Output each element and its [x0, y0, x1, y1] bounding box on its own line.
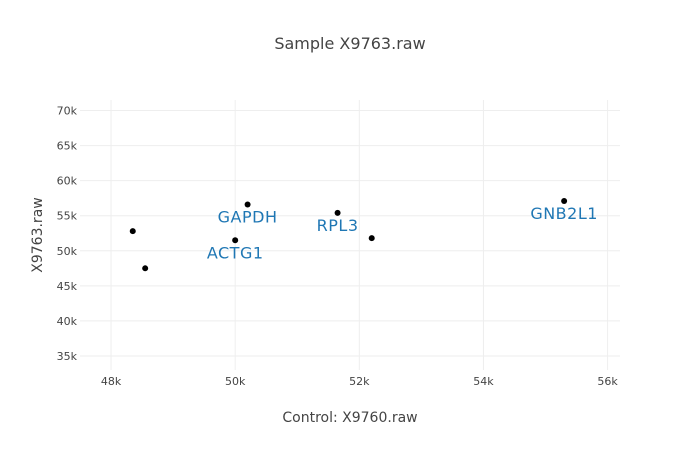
y-axis-ticks: 35k 40k 45k 50k 55k 60k 65k 70k: [57, 105, 78, 363]
point-label: RPL3: [317, 216, 359, 235]
x-axis-ticks: 48k 50k 52k 54k 56k: [101, 375, 619, 388]
grid-layer: [80, 100, 620, 370]
point-labels-layer: ACTG1 GAPDH RPL3 GNB2L1: [207, 204, 598, 262]
x-tick-label: 52k: [349, 375, 370, 388]
data-point[interactable]: [368, 235, 375, 242]
point-label: GNB2L1: [530, 204, 598, 223]
y-tick-label: 35k: [57, 350, 78, 363]
point-label: GAPDH: [218, 207, 278, 226]
y-tick-label: 70k: [57, 105, 78, 118]
data-point[interactable]: [334, 209, 341, 216]
point-label: ACTG1: [207, 243, 264, 262]
chart-title: Sample X9763.raw: [274, 34, 425, 53]
data-point[interactable]: [142, 265, 149, 272]
x-tick-label: 50k: [225, 375, 246, 388]
x-tick-label: 56k: [597, 375, 618, 388]
data-point[interactable]: [232, 237, 239, 244]
y-tick-label: 40k: [57, 315, 78, 328]
y-axis-title: X9763.raw: [30, 197, 46, 272]
y-tick-label: 55k: [57, 210, 78, 223]
x-tick-label: 48k: [101, 375, 122, 388]
data-point[interactable]: [129, 228, 136, 235]
y-tick-label: 45k: [57, 280, 78, 293]
data-point[interactable]: [244, 201, 251, 208]
y-tick-label: 60k: [57, 175, 78, 188]
data-point[interactable]: [561, 197, 568, 204]
x-axis-title: Control: X9760.raw: [282, 410, 417, 426]
x-tick-label: 54k: [473, 375, 494, 388]
y-tick-label: 65k: [57, 140, 78, 153]
y-tick-label: 50k: [57, 245, 78, 258]
points-layer: [129, 197, 568, 272]
